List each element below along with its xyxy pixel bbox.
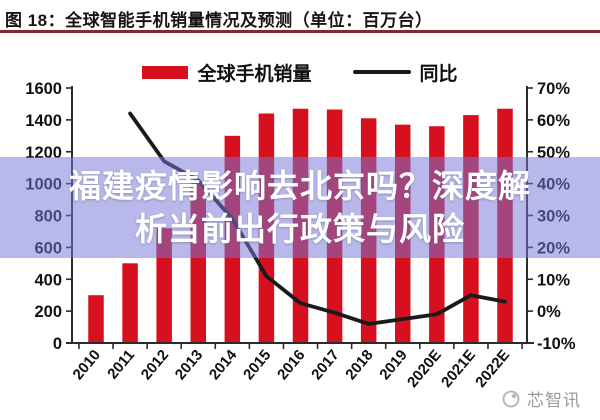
title-underline bbox=[0, 30, 600, 33]
x-axis-category-label: 2010 bbox=[70, 347, 104, 383]
x-axis-category-label: 2017 bbox=[308, 347, 342, 383]
x-axis-category-label: 2011 bbox=[104, 347, 138, 383]
bar-2010 bbox=[88, 295, 104, 343]
bar-2011 bbox=[122, 263, 138, 343]
headline-overlay: 福建疫情影响去北京吗？深度解 析当前出行政策与风险 bbox=[0, 156, 600, 259]
xinzhixun-logo-icon bbox=[502, 390, 520, 407]
legend-line-label: 同比 bbox=[419, 63, 458, 85]
left-axis-label: 1400 bbox=[25, 112, 62, 130]
x-axis-category-label: 2018 bbox=[342, 347, 376, 383]
right-axis-label: 70% bbox=[537, 80, 570, 98]
chart-legend: 全球手机销量 同比 bbox=[0, 61, 600, 85]
watermark-text: 芯智讯 bbox=[527, 391, 581, 410]
x-axis-category-label: 2012 bbox=[138, 347, 172, 383]
legend-bar-label: 全球手机销量 bbox=[197, 63, 312, 85]
legend-bar-swatch bbox=[142, 65, 189, 79]
left-axis-label: 200 bbox=[34, 303, 62, 321]
x-axis-category-label: 2021E bbox=[438, 347, 479, 391]
x-axis-category-label: 2014 bbox=[206, 346, 241, 383]
left-axis-label: 0 bbox=[53, 335, 62, 353]
x-axis-category-label: 2016 bbox=[274, 347, 308, 383]
right-axis-label: 0% bbox=[537, 303, 561, 321]
headline-overlay-band bbox=[0, 157, 600, 258]
figure-title: 图 18：全球智能手机销量情况及预测（单位：百万台） bbox=[5, 11, 433, 30]
watermark: 芯智讯 bbox=[501, 386, 581, 411]
right-axis-label: 60% bbox=[537, 112, 570, 130]
right-axis-label: 10% bbox=[537, 271, 570, 289]
right-axis-label: -10% bbox=[537, 335, 576, 353]
left-axis-label: 400 bbox=[34, 271, 62, 289]
legend-line-swatch bbox=[352, 70, 411, 74]
x-axis-category-label: 2020E bbox=[404, 347, 445, 391]
x-axis-category-label: 2015 bbox=[240, 347, 274, 383]
headline-line2: 析当前出行政策与风险 bbox=[134, 210, 465, 247]
left-axis-label: 1600 bbox=[25, 80, 62, 98]
x-axis-category-label: 2022E bbox=[472, 347, 513, 391]
headline-line1: 福建疫情影响去北京吗？深度解 bbox=[68, 167, 531, 204]
x-axis-category-label: 2013 bbox=[172, 347, 206, 383]
